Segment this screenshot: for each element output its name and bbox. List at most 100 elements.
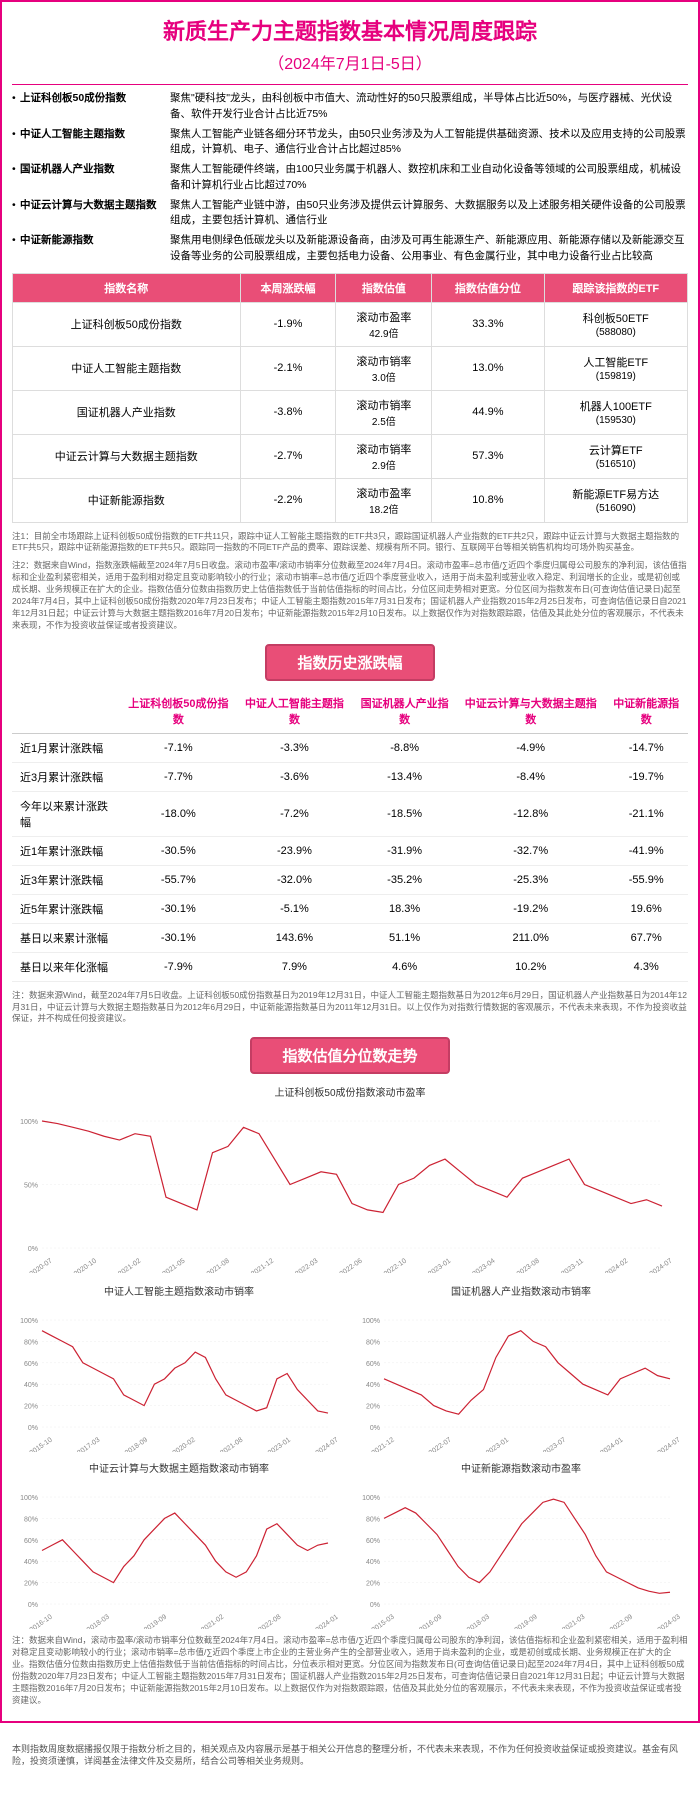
svg-text:60%: 60% [366,1361,380,1368]
col-header: 上证科创板50成份指数 [120,689,237,734]
svg-text:2023-04: 2023-04 [471,1258,496,1274]
svg-text:2024-01: 2024-01 [315,1614,338,1630]
note-2: 注2：数据来自Wind，指数涨跌幅截至2024年7月5日收盘。滚动市盈率/滚动市… [12,560,688,631]
cell-value: -30.1% [120,894,237,923]
svg-text:2024-03: 2024-03 [657,1614,680,1630]
cell-value: -31.9% [352,836,457,865]
divider [12,84,688,85]
cell-val: 滚动市盈率42.9倍 [336,302,432,346]
col-header: 指数估值 [336,273,432,302]
cell-value: -7.2% [237,791,353,836]
svg-text:2015-10: 2015-10 [29,1437,54,1453]
cell-name: 中证新能源指数 [13,478,241,522]
svg-text:2018-03: 2018-03 [86,1614,111,1630]
desc-name: 上证科创板50成份指数 [20,91,170,123]
svg-text:2020-10: 2020-10 [73,1258,98,1274]
cell-val: 滚动市销率2.9倍 [336,434,432,478]
col-header [12,689,120,734]
svg-text:2023-01: 2023-01 [267,1437,292,1453]
svg-text:2021-02: 2021-02 [200,1614,225,1630]
cell-etf: 机器人100ETF(159530) [544,390,687,434]
desc-name: 中证云计算与大数据主题指数 [20,198,170,230]
cell-value: -7.1% [120,733,237,762]
note-1: 注1：目前全市场跟踪上证科创板50成份指数的ETF共11只，跟踪中证人工智能主题… [12,531,688,555]
svg-text:2021-03: 2021-03 [561,1614,586,1630]
row-label: 今年以来累计涨跌幅 [12,791,120,836]
chart-title: 中证云计算与大数据主题指数滚动市销率 [12,1460,346,1475]
cell-val: 滚动市销率3.0倍 [336,346,432,390]
cell-etf: 人工智能ETF(159819) [544,346,687,390]
svg-text:100%: 100% [20,1318,38,1325]
table-row: 近1年累计涨跌幅-30.5%-23.9%-31.9%-32.7%-41.9% [12,836,688,865]
cell-pct: 33.3% [432,302,544,346]
svg-text:2022-07: 2022-07 [428,1437,453,1453]
svg-text:2015-03: 2015-03 [371,1614,396,1630]
section-trend-header: 指数估值分位数走势 [12,1037,688,1074]
svg-text:80%: 80% [24,1517,38,1524]
cell-value: 4.6% [352,952,457,981]
row-label: 近5年累计涨跌幅 [12,894,120,923]
cell-pct: 57.3% [432,434,544,478]
cell-value: -19.2% [457,894,604,923]
row-label: 基日以来年化涨幅 [12,952,120,981]
svg-text:60%: 60% [24,1361,38,1368]
svg-text:2021-12: 2021-12 [371,1437,396,1453]
svg-text:20%: 20% [24,1581,38,1588]
table-row: 近1月累计涨跌幅-7.1%-3.3%-8.8%-4.9%-14.7% [12,733,688,762]
cell-value: -41.9% [604,836,688,865]
col-header: 国证机器人产业指数 [352,689,457,734]
row-label: 近3月累计涨跌幅 [12,762,120,791]
svg-text:2022-09: 2022-09 [609,1614,634,1630]
chart-title: 国证机器人产业指数滚动市销率 [354,1283,688,1298]
svg-text:2024-01: 2024-01 [599,1437,624,1453]
svg-text:2021-05: 2021-05 [161,1258,186,1274]
table-row: 中证人工智能主题指数 -2.1% 滚动市销率3.0倍 13.0% 人工智能ETF… [13,346,688,390]
col-header: 中证人工智能主题指数 [237,689,353,734]
cell-value: -25.3% [457,865,604,894]
chart-svg: 0%20%40%60%80%100%2016-102018-032019-092… [12,1479,338,1629]
chart-title: 中证新能源指数滚动市盈率 [354,1460,688,1475]
svg-text:2018-09: 2018-09 [124,1437,149,1453]
svg-text:100%: 100% [20,1119,38,1126]
svg-text:2024-07: 2024-07 [649,1258,672,1274]
cell-value: -18.0% [120,791,237,836]
svg-text:2024-07: 2024-07 [315,1437,338,1453]
svg-text:20%: 20% [24,1404,38,1411]
chart-grid: 中证人工智能主题指数滚动市销率0%20%40%60%80%100%2015-10… [12,1283,688,1629]
svg-text:2023-01: 2023-01 [485,1437,510,1453]
svg-text:2019-09: 2019-09 [143,1614,168,1630]
cell-value: -5.1% [237,894,353,923]
cell-value: -18.5% [352,791,457,836]
chart-full: 上证科创板50成份指数滚动市盈率0%50%100%2020-072020-102… [12,1084,688,1273]
table-row: 基日以来累计涨幅-30.1%143.6%51.1%211.0%67.7% [12,923,688,952]
table-row: 今年以来累计涨跌幅-18.0%-7.2%-18.5%-12.8%-21.1% [12,791,688,836]
cell-val: 滚动市盈率18.2倍 [336,478,432,522]
cell-name: 中证云计算与大数据主题指数 [13,434,241,478]
cell-etf: 科创板50ETF(588080) [544,302,687,346]
cell-value: 143.6% [237,923,353,952]
svg-text:2022-03: 2022-03 [294,1258,319,1274]
desc-item: •国证机器人产业指数聚焦人工智能硬件终端，由100只业务属于机器人、数控机床和工… [12,162,688,194]
history-table: 上证科创板50成份指数中证人工智能主题指数国证机器人产业指数中证云计算与大数据主… [12,689,688,982]
table-row: 近3月累计涨跌幅-7.7%-3.6%-13.4%-8.4%-19.7% [12,762,688,791]
cell-change: -2.1% [240,346,336,390]
chart-half: 中证人工智能主题指数滚动市销率0%20%40%60%80%100%2015-10… [12,1283,346,1452]
svg-text:2020-07: 2020-07 [29,1258,54,1274]
cell-value: -55.9% [604,865,688,894]
cell-value: -35.2% [352,865,457,894]
cell-value: 10.2% [457,952,604,981]
section-history-header: 指数历史涨跌幅 [12,644,688,681]
chart-title: 中证人工智能主题指数滚动市销率 [12,1283,346,1298]
chart-svg: 0%20%40%60%80%100%2015-102017-032018-092… [12,1302,338,1452]
desc-text: 聚焦用电侧绿色低碳龙头以及新能源设备商，由涉及可再生能源生产、新能源应用、新能源… [170,233,688,265]
cell-change: -2.7% [240,434,336,478]
cell-value: -7.9% [120,952,237,981]
desc-name: 中证新能源指数 [20,233,170,265]
chart-title: 上证科创板50成份指数滚动市盈率 [12,1084,688,1099]
svg-text:2020-02: 2020-02 [172,1437,197,1453]
footer-note: 本则指数周度数据播报仅限于指数分析之目的，相关观点及内容展示是基于相关公开信息的… [0,1735,700,1776]
note-3: 注：数据来源Wind，截至2024年7月5日收盘。上证科创板50成份指数基日为2… [12,990,688,1026]
cell-value: 18.3% [352,894,457,923]
col-header: 中证新能源指数 [604,689,688,734]
svg-text:80%: 80% [24,1340,38,1347]
